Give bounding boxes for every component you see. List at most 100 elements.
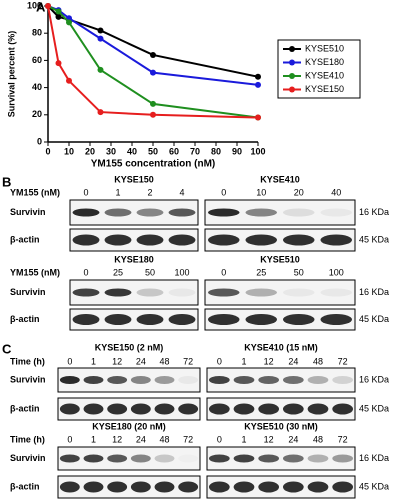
data-point (66, 19, 72, 26)
lane-label: 1 (91, 356, 96, 366)
x-tick-label: 100 (250, 146, 265, 156)
lane-label: 0 (221, 187, 226, 197)
band (59, 481, 80, 493)
band (154, 376, 175, 384)
condition-label: Time (h) (10, 356, 45, 366)
panel-label: A (36, 0, 46, 14)
lane-label: 1 (241, 434, 246, 444)
protein-label: Survivin (10, 207, 46, 217)
band (258, 481, 280, 493)
legend-label: KYSE410 (305, 70, 344, 80)
band (83, 481, 104, 493)
band (130, 403, 151, 415)
band (332, 376, 354, 384)
blot-title: KYSE410 (260, 174, 300, 184)
panel-label: C (2, 341, 12, 356)
band (233, 376, 255, 384)
band (283, 288, 315, 297)
blot-title: KYSE150 (114, 174, 154, 184)
band (320, 314, 352, 325)
data-point (255, 73, 261, 80)
data-point (55, 8, 62, 15)
lane-label: 0 (83, 267, 88, 277)
band (307, 376, 329, 384)
blot-frame (69, 308, 199, 331)
blot-title: KYSE510 (30 nM) (244, 421, 318, 431)
protein-label: β-actin (10, 234, 40, 244)
band (178, 376, 199, 384)
data-point (97, 66, 104, 73)
blot-frame (57, 446, 201, 471)
band (83, 403, 104, 415)
blot-title: KYSE510 (260, 254, 300, 264)
band (233, 454, 255, 463)
x-tick-label: 40 (127, 146, 137, 156)
condition-label: YM155 (nM) (10, 187, 60, 197)
band (208, 376, 230, 384)
band (154, 481, 175, 493)
band (208, 454, 230, 463)
lane-label: 25 (256, 267, 266, 277)
legend-marker (289, 46, 295, 52)
x-axis-label: YM155 concentration (nM) (91, 159, 215, 170)
size-label: 45 KDa (359, 403, 389, 413)
legend-marker (289, 59, 295, 66)
x-tick-label: 10 (64, 146, 74, 156)
legend-marker (289, 86, 295, 93)
band (233, 481, 255, 493)
lane-label: 2 (147, 187, 152, 197)
band (59, 403, 80, 415)
data-point (55, 60, 62, 67)
lane-label: 24 (136, 356, 146, 366)
protein-label: β-actin (10, 314, 40, 324)
band (130, 481, 151, 493)
lane-label: 100 (329, 267, 344, 277)
band (208, 314, 240, 325)
x-tick-label: 80 (211, 146, 221, 156)
lane-label: 1 (115, 187, 120, 197)
data-point (150, 51, 156, 58)
x-tick-label: 60 (169, 146, 179, 156)
lane-label: 12 (112, 356, 122, 366)
band (258, 403, 280, 415)
band (208, 403, 230, 415)
protein-label: β-actin (10, 481, 40, 491)
band (136, 314, 164, 325)
band (72, 208, 100, 217)
lane-label: 40 (331, 187, 341, 197)
blot-frame (57, 367, 201, 393)
y-tick-label: 0 (37, 136, 42, 146)
legend-label: KYSE510 (305, 43, 344, 53)
band (332, 403, 354, 415)
lane-label: 72 (338, 356, 348, 366)
lane-label: 48 (159, 434, 169, 444)
data-point (150, 69, 156, 76)
band (107, 403, 128, 415)
size-label: 45 KDa (359, 481, 389, 491)
data-point (97, 109, 104, 116)
protein-label: Survivin (10, 374, 46, 384)
y-tick-label: 100 (27, 0, 42, 10)
band (107, 481, 128, 493)
lane-label: 1 (91, 434, 96, 444)
band (282, 481, 304, 493)
lane-label: 72 (183, 434, 193, 444)
lane-label: 48 (159, 356, 169, 366)
band (168, 314, 196, 325)
band (208, 234, 240, 246)
band (154, 403, 175, 415)
band (282, 376, 304, 384)
band (136, 234, 164, 246)
lane-label: 10 (256, 187, 266, 197)
band (59, 376, 80, 384)
band (104, 314, 132, 325)
y-tick-label: 60 (32, 55, 42, 65)
lane-label: 0 (67, 434, 72, 444)
lane-label: 0 (221, 267, 226, 277)
lane-label: 25 (113, 267, 123, 277)
band (258, 454, 280, 463)
y-tick-label: 20 (32, 109, 42, 119)
band (307, 481, 329, 493)
band (245, 208, 277, 217)
